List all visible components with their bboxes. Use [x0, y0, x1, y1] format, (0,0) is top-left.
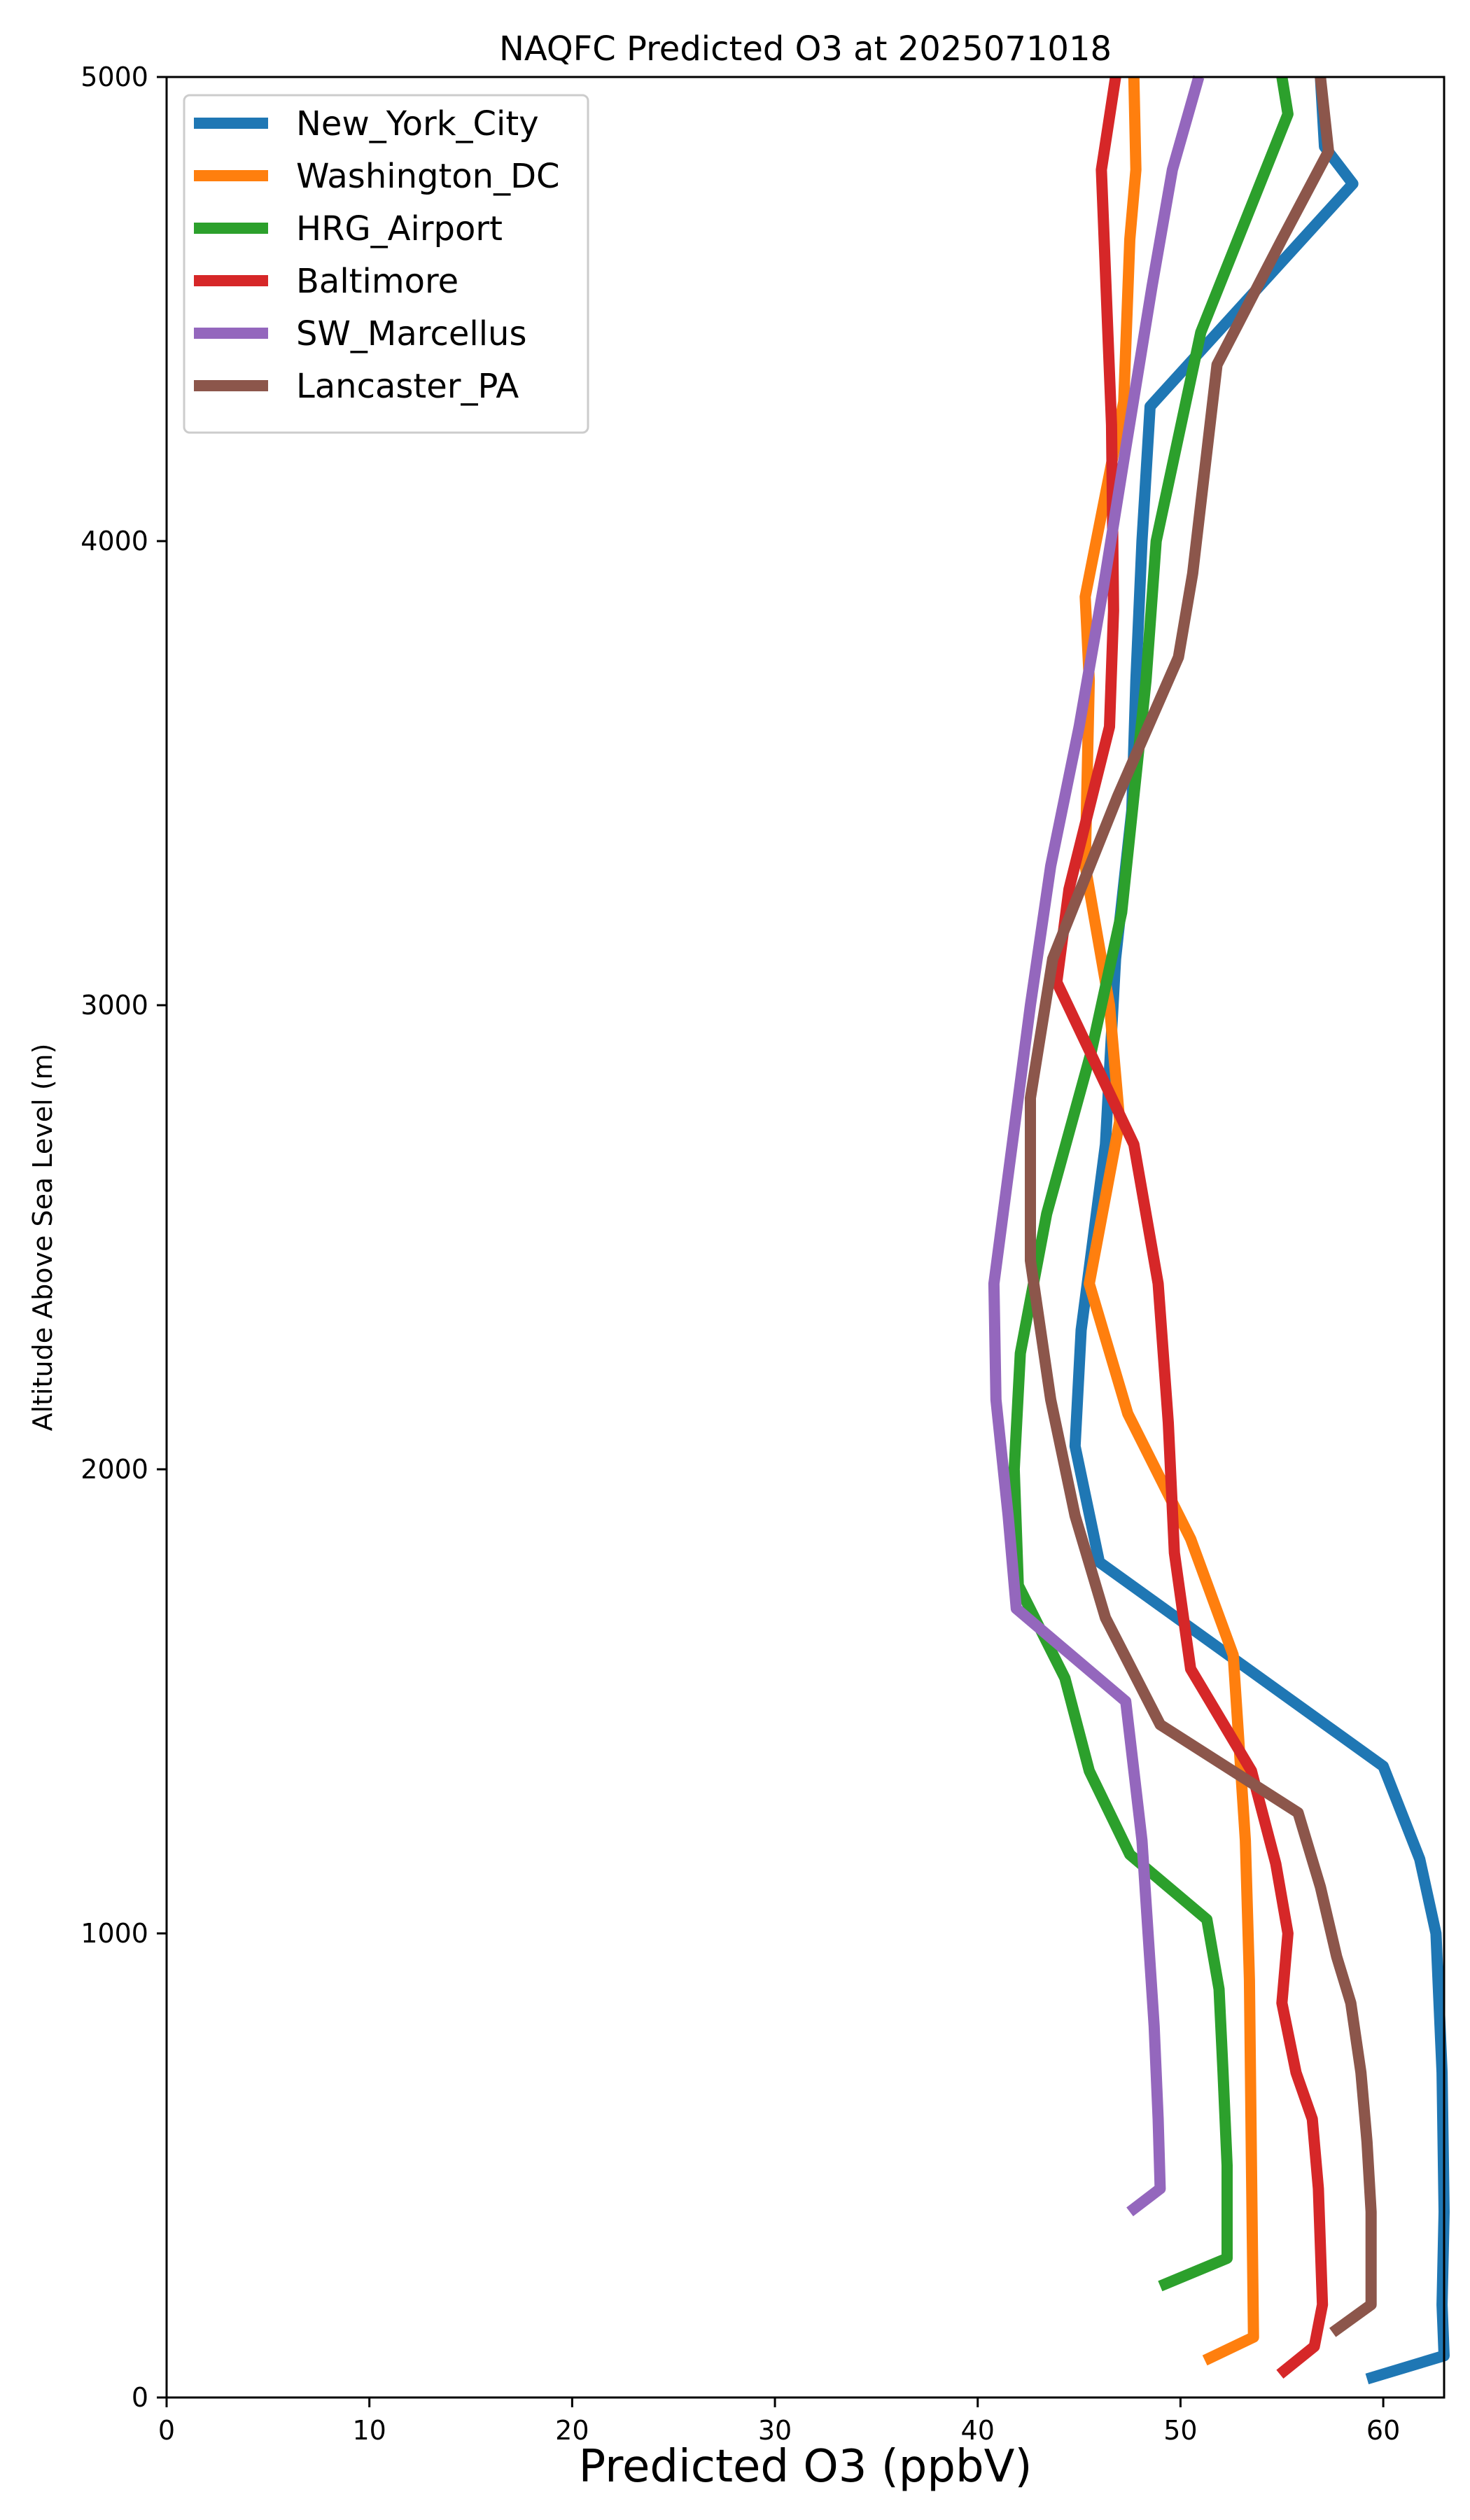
x-tick-label: 30: [758, 2415, 792, 2446]
series-line-lancaster-pa: [1025, 76, 1377, 2337]
legend-entry-label: Baltimore: [296, 262, 458, 301]
legend-entry-label: Lancaster_PA: [296, 367, 519, 406]
y-tick-label: 3000: [80, 990, 148, 1021]
y-tick-label: 1000: [80, 1918, 148, 1949]
y-tick-label: 4000: [80, 526, 148, 556]
x-axis-label: Predicted O3 (ppbV): [579, 2441, 1032, 2493]
series-line-washington-dc: [1079, 76, 1259, 2366]
y-axis-ticks: 0 1000 2000 3000 4000 5000: [80, 62, 167, 2413]
x-axis-ticks: 0 10 20 30 40 50 60: [158, 2398, 1400, 2446]
plot-frame: [165, 76, 1446, 2399]
chart-title: NAQFC Predicted O3 at 2025071018: [499, 29, 1112, 69]
x-tick-label: 60: [1366, 2415, 1400, 2446]
x-tick-label: 20: [555, 2415, 589, 2446]
x-tick-label: 10: [353, 2415, 386, 2446]
legend: New_York_City Washington_DC HRG_Airport Bal…: [183, 94, 589, 434]
legend-entry-label: Washington_DC: [296, 157, 560, 196]
y-tick-label: 5000: [80, 62, 148, 92]
series-line-hrg-airport: [1008, 76, 1294, 2292]
series-line-sw-marcellus: [988, 75, 1205, 2217]
legend-frame: [183, 94, 589, 434]
y-axis-label: Altitude Above Sea Level (m): [27, 1044, 58, 1432]
x-tick-label: 40: [961, 2415, 995, 2446]
x-tick-label: 0: [158, 2415, 175, 2446]
y-tick-label: 0: [132, 2382, 148, 2413]
y-tick-label: 2000: [80, 1454, 148, 1485]
x-tick-label: 50: [1163, 2415, 1197, 2446]
legend-entry-label: New_York_City: [296, 104, 539, 144]
legend-entry-label: HRG_Airport: [296, 209, 503, 248]
series-line-baltimore: [1051, 76, 1329, 2379]
legend-entry-label: SW_Marcellus: [296, 314, 526, 354]
